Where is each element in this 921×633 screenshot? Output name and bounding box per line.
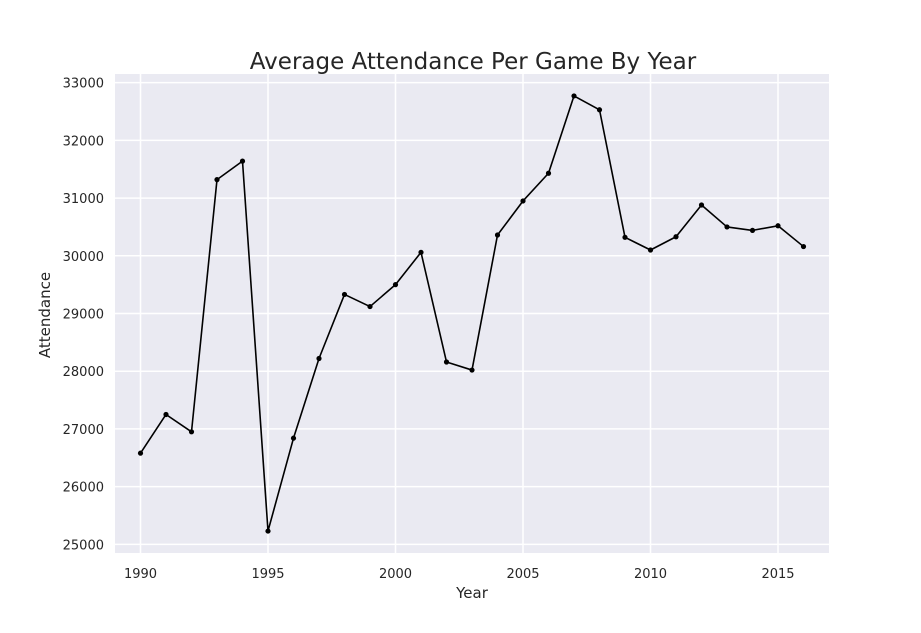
data-point-1994 xyxy=(239,158,246,164)
chart-title: Average Attendance Per Game By Year xyxy=(250,49,697,75)
data-point-2008 xyxy=(596,107,603,113)
y-tick-label-29000: 29000 xyxy=(63,308,104,323)
data-point-1999 xyxy=(367,303,373,310)
data-point-1992 xyxy=(188,429,195,435)
data-point-2004 xyxy=(494,232,501,238)
x-tick-label-2010: 2010 xyxy=(634,567,667,582)
x-axis-label: Year xyxy=(455,584,489,602)
x-tick-label-1990: 1990 xyxy=(124,567,157,582)
y-tick-label-26000: 26000 xyxy=(63,481,104,496)
data-point-2013 xyxy=(724,224,730,230)
tick-labels: 1990 1995 2000 2005 2010 2015 25000 26000 27000 2… xyxy=(63,77,795,582)
data-point-1990 xyxy=(137,450,144,456)
data-point-2011 xyxy=(673,234,679,240)
x-tick-label-2000: 2000 xyxy=(379,567,412,582)
y-tick-label-33000: 33000 xyxy=(63,77,104,92)
y-tick-label-25000: 25000 xyxy=(63,538,104,553)
data-point-1993 xyxy=(214,177,220,183)
y-tick-label-31000: 31000 xyxy=(63,192,104,207)
data-point-2012 xyxy=(698,202,705,208)
data-point-2014 xyxy=(749,227,756,233)
data-point-2007 xyxy=(571,93,577,99)
x-tick-label-2015: 2015 xyxy=(761,567,794,582)
data-point-2001 xyxy=(418,249,424,255)
data-point-1991 xyxy=(163,411,169,418)
data-point-2010 xyxy=(647,247,654,253)
y-tick-label-27000: 27000 xyxy=(63,423,104,438)
data-point-2005 xyxy=(520,198,526,204)
data-series xyxy=(137,93,807,534)
data-point-1996 xyxy=(290,435,297,441)
data-point-2003 xyxy=(469,367,475,373)
x-tick-label-1995: 1995 xyxy=(251,567,284,582)
data-point-2009 xyxy=(622,234,628,240)
y-tick-label-30000: 30000 xyxy=(63,250,104,265)
x-tick-label-2005: 2005 xyxy=(506,567,539,582)
y-axis-label: Attendance xyxy=(36,272,54,358)
data-point-1997 xyxy=(316,355,322,362)
data-point-2002 xyxy=(443,359,450,365)
data-point-2000 xyxy=(392,282,399,288)
y-tick-label-32000: 32000 xyxy=(63,134,104,149)
y-tick-label-28000: 28000 xyxy=(63,365,104,380)
data-point-1995 xyxy=(265,528,271,534)
data-point-1998 xyxy=(341,291,348,298)
data-point-2016 xyxy=(800,243,807,250)
data-point-2015 xyxy=(775,223,781,229)
data-point-2006 xyxy=(545,170,552,176)
